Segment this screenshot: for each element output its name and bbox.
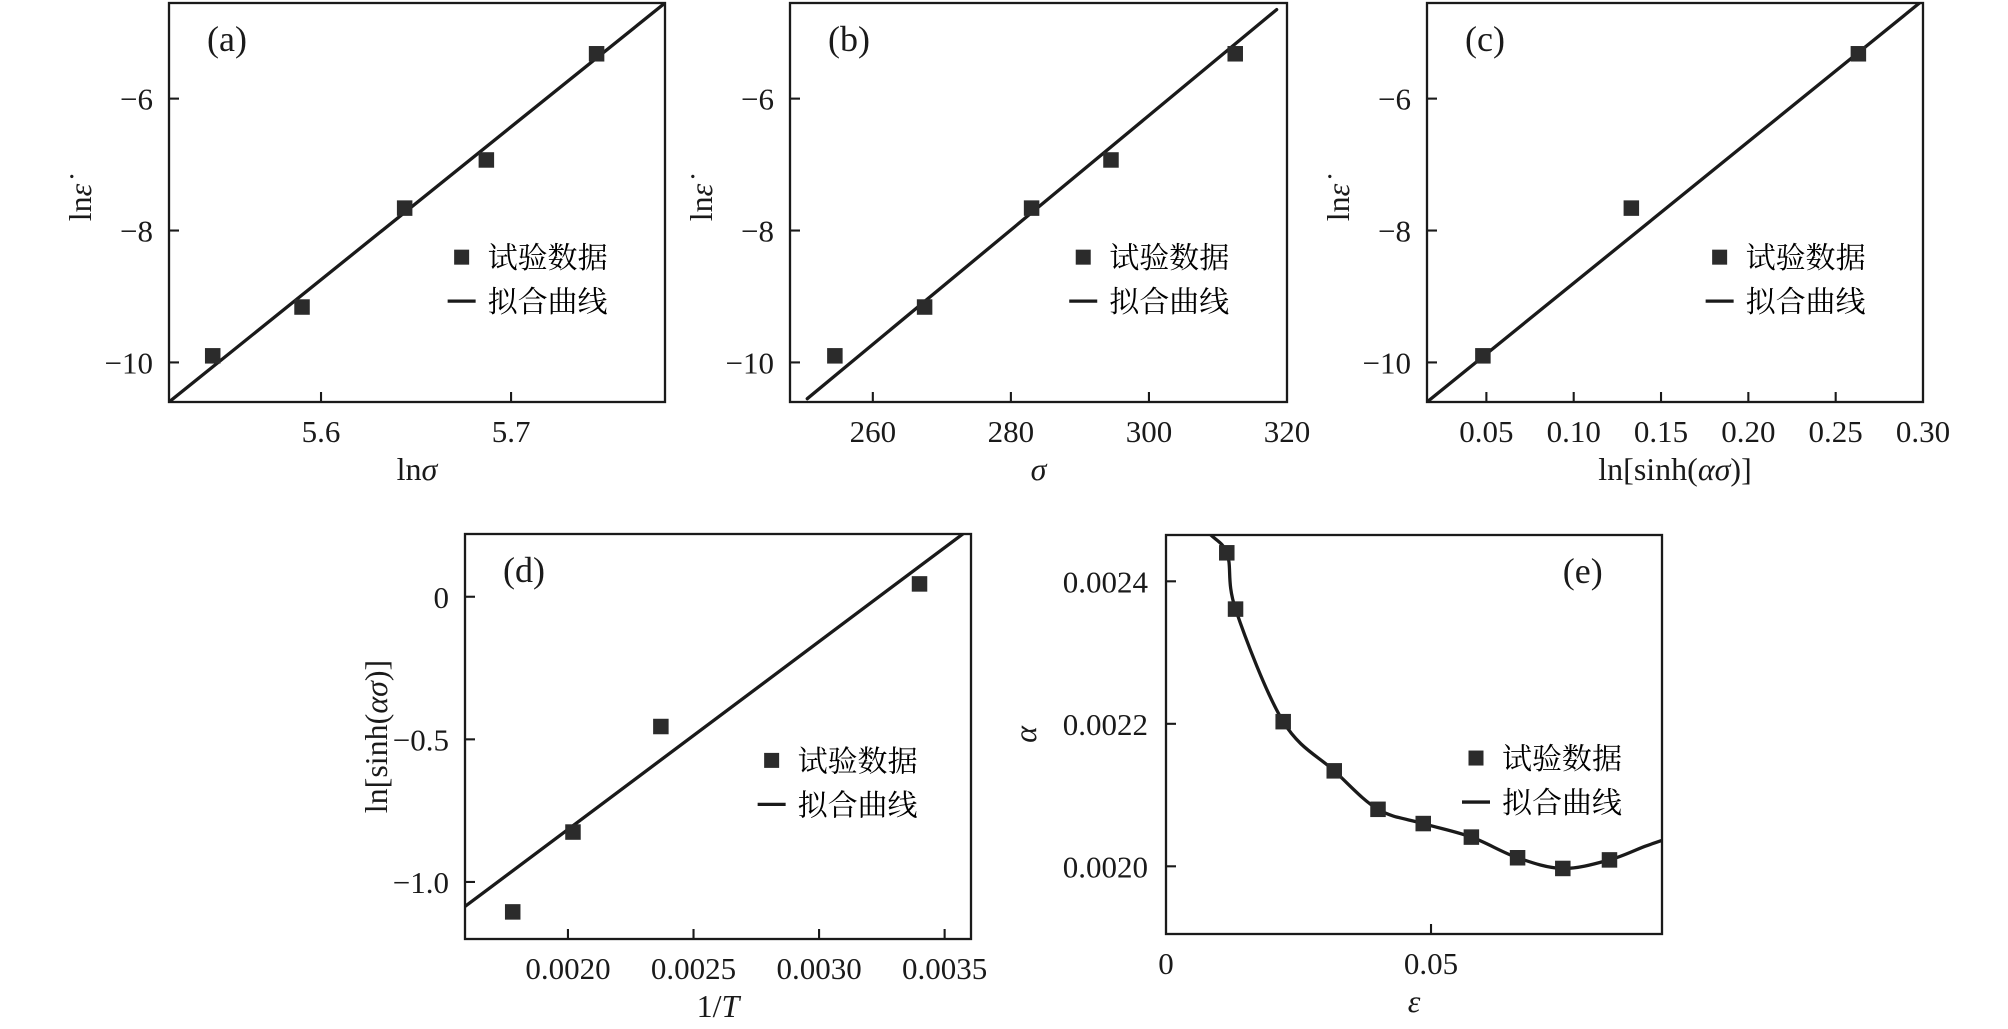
svg-text:0.10: 0.10: [1547, 414, 1601, 449]
svg-text:拟合曲线: 拟合曲线: [798, 789, 918, 822]
svg-text:−8: −8: [741, 214, 774, 249]
svg-text:拟合曲线: 拟合曲线: [1502, 787, 1622, 820]
svg-text:(a): (a): [207, 19, 247, 59]
svg-text:−8: −8: [1378, 214, 1411, 249]
svg-text:0.0020: 0.0020: [1063, 849, 1148, 884]
svg-text:0: 0: [434, 580, 450, 615]
svg-text:0.05: 0.05: [1459, 414, 1513, 449]
svg-text:260: 260: [850, 414, 897, 449]
svg-text:(c): (c): [1465, 19, 1505, 59]
svg-text:试验数据: 试验数据: [1502, 743, 1622, 776]
svg-text:0.25: 0.25: [1809, 414, 1863, 449]
svg-text:−6: −6: [741, 82, 774, 117]
svg-text:(d): (d): [503, 550, 545, 590]
svg-text:0.0030: 0.0030: [776, 951, 861, 986]
svg-text:拟合曲线: 拟合曲线: [1746, 286, 1866, 319]
svg-text:−10: −10: [1363, 345, 1411, 380]
svg-text:α: α: [1007, 725, 1043, 743]
svg-text:0: 0: [1158, 946, 1174, 981]
svg-text:试验数据: 试验数据: [798, 745, 918, 778]
svg-text:−0.5: −0.5: [393, 722, 449, 757]
svg-text:ln[sinh(ασ)]: ln[sinh(ασ)]: [358, 660, 394, 813]
svg-text:0.0025: 0.0025: [651, 951, 736, 986]
svg-text:(e): (e): [1563, 551, 1603, 591]
svg-text:−6: −6: [120, 82, 153, 117]
svg-text:280: 280: [988, 414, 1035, 449]
svg-text:ε: ε: [1408, 983, 1421, 1019]
svg-text:0.0022: 0.0022: [1063, 707, 1148, 742]
svg-text:ln[sinh(ασ)]: ln[sinh(ασ)]: [1598, 451, 1751, 487]
svg-text:−1.0: −1.0: [393, 865, 449, 900]
svg-text:5.6: 5.6: [302, 414, 341, 449]
svg-text:试验数据: 试验数据: [1109, 242, 1229, 275]
svg-text:−6: −6: [1378, 82, 1411, 117]
svg-text:0.05: 0.05: [1404, 946, 1458, 981]
svg-text:试验数据: 试验数据: [488, 242, 608, 275]
svg-text:拟合曲线: 拟合曲线: [488, 286, 608, 319]
svg-text:σ: σ: [1031, 451, 1048, 487]
svg-text:0.30: 0.30: [1896, 414, 1950, 449]
svg-text:−10: −10: [105, 345, 153, 380]
svg-text:0.0020: 0.0020: [525, 951, 610, 986]
svg-text:0.15: 0.15: [1634, 414, 1688, 449]
svg-text:拟合曲线: 拟合曲线: [1109, 286, 1229, 319]
svg-text:lnσ: lnσ: [397, 451, 439, 487]
svg-text:0.0035: 0.0035: [902, 951, 987, 986]
svg-text:0.0024: 0.0024: [1063, 564, 1149, 599]
svg-text:1/T: 1/T: [697, 988, 742, 1024]
svg-text:试验数据: 试验数据: [1746, 242, 1866, 275]
svg-text:(b): (b): [828, 19, 870, 59]
svg-text:300: 300: [1126, 414, 1173, 449]
svg-text:−8: −8: [120, 214, 153, 249]
svg-text:5.7: 5.7: [492, 414, 531, 449]
svg-text:320: 320: [1264, 414, 1311, 449]
svg-text:0.20: 0.20: [1721, 414, 1775, 449]
svg-text:−10: −10: [726, 345, 774, 380]
